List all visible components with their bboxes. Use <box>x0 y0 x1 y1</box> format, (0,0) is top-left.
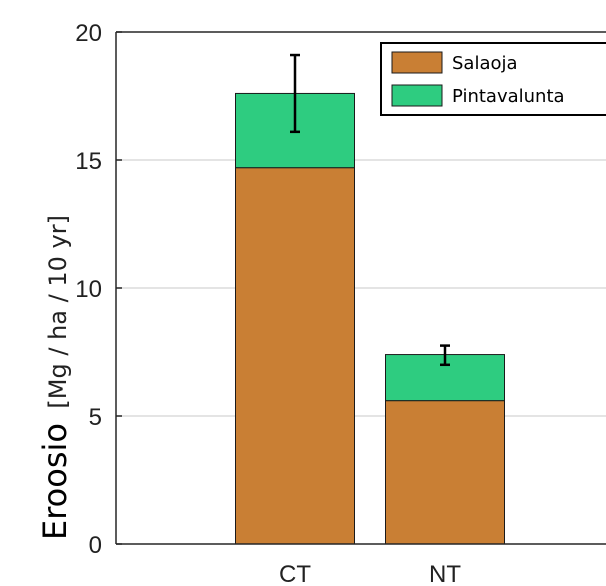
y-axis-unit: [Mg / ha / 10 yr] <box>44 215 72 409</box>
y-tick-label: 20 <box>75 20 102 47</box>
x-tick-label-ct: CT <box>279 561 311 586</box>
legend-label-pintavalunta: Pintavalunta <box>452 86 565 107</box>
legend-label-salaoja: Salaoja <box>452 53 518 74</box>
y-tick-label: 15 <box>75 148 102 175</box>
legend-swatch-salaoja <box>391 51 443 74</box>
x-tick-labels: CT NT <box>279 561 461 586</box>
legend-swatch-pintavalunta <box>391 84 443 107</box>
bar-ct-salaoja <box>235 167 355 545</box>
error-bar-ct <box>290 53 300 134</box>
y-tick-label: 0 <box>89 532 102 559</box>
x-tick-label-nt: NT <box>429 561 461 586</box>
y-tick-label: 10 <box>75 276 102 303</box>
bar-nt-salaoja <box>385 400 505 545</box>
gridlines <box>116 159 606 417</box>
y-ticks: 0 5 10 15 20 <box>75 20 122 559</box>
error-bar-nt <box>440 344 450 367</box>
legend: Salaoja Pintavalunta <box>380 42 606 116</box>
error-bars <box>290 53 450 367</box>
y-tick-label: 5 <box>89 404 102 431</box>
y-axis-label: Eroosio <box>36 423 74 540</box>
y-axis-title: Eroosio [Mg / ha / 10 yr] <box>36 215 74 540</box>
